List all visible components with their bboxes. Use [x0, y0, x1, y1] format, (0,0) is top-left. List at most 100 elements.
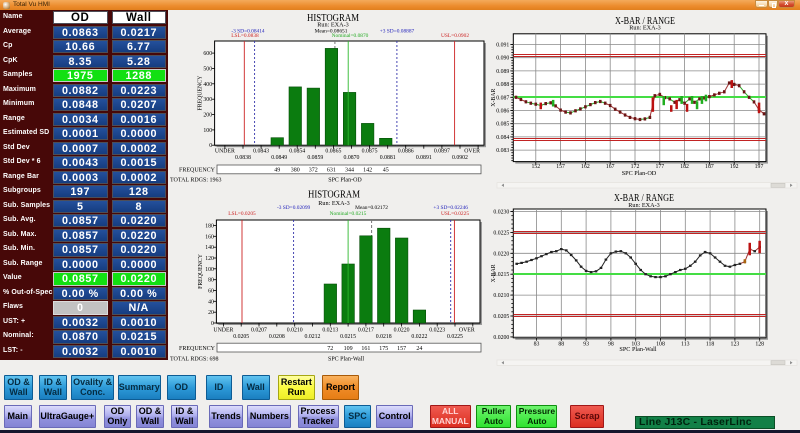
svg-text:187: 187: [705, 164, 714, 170]
svg-text:SPC Plan-OD: SPC Plan-OD: [328, 178, 362, 184]
svg-text:0.0212: 0.0212: [305, 334, 321, 340]
svg-text:40: 40: [208, 299, 214, 305]
svg-text:SPC Plan-Wall: SPC Plan-Wall: [619, 346, 656, 353]
svg-text:631: 631: [327, 168, 336, 174]
svg-text:157: 157: [556, 164, 565, 170]
svg-text:49: 49: [274, 168, 280, 174]
svg-text:0.0225: 0.0225: [493, 230, 509, 236]
svg-text:120: 120: [205, 256, 214, 262]
svg-text:60: 60: [208, 289, 214, 295]
svg-text:0.0220: 0.0220: [394, 328, 410, 334]
svg-text:USL=0.0902: USL=0.0902: [441, 33, 469, 39]
svg-text:0.0854: 0.0854: [289, 149, 305, 155]
svg-text:500: 500: [203, 67, 212, 73]
svg-text:0.091: 0.091: [496, 43, 509, 49]
svg-text:Run: EXA-3: Run: EXA-3: [628, 202, 659, 209]
svg-text:FREQUENCY: FREQUENCY: [179, 346, 216, 352]
svg-text:Run: EXA-3: Run: EXA-3: [318, 200, 349, 207]
svg-text:0.0215: 0.0215: [493, 272, 509, 278]
svg-text:TOTAL RDGS: 698: TOTAL RDGS: 698: [170, 357, 219, 363]
svg-text:0.083: 0.083: [496, 148, 509, 154]
svg-text:LSL=0.0205: LSL=0.0205: [228, 211, 256, 217]
svg-text:HISTOGRAM: HISTOGRAM: [308, 190, 361, 201]
svg-text:X-BAR / RANGE: X-BAR / RANGE: [615, 16, 675, 27]
svg-text:24: 24: [416, 346, 422, 352]
svg-text:0.087: 0.087: [496, 95, 509, 101]
svg-text:0.0213: 0.0213: [322, 328, 338, 334]
svg-text:0.0205: 0.0205: [493, 314, 509, 320]
svg-text:0.0223: 0.0223: [429, 328, 445, 334]
svg-text:0.0218: 0.0218: [376, 334, 392, 340]
svg-text:177: 177: [655, 164, 664, 170]
svg-text:+3 SD=0.02246: +3 SD=0.02246: [433, 205, 468, 211]
svg-text:152: 152: [531, 164, 540, 170]
svg-text:Nominal=0.0870: Nominal=0.0870: [332, 33, 369, 39]
svg-text:161: 161: [361, 346, 370, 352]
svg-text:0.0225: 0.0225: [447, 334, 463, 340]
svg-text:400: 400: [203, 82, 212, 88]
svg-text:380: 380: [291, 168, 300, 174]
svg-text:157: 157: [397, 346, 406, 352]
svg-text:600: 600: [203, 51, 212, 57]
svg-text:0.0859: 0.0859: [307, 155, 323, 161]
svg-text:0.0222: 0.0222: [411, 334, 427, 340]
svg-text:93: 93: [583, 342, 589, 348]
svg-text:142: 142: [363, 168, 372, 174]
svg-text:X-BAR: X-BAR: [491, 89, 497, 107]
svg-text:162: 162: [581, 164, 590, 170]
svg-text:-3 SD=0.08414: -3 SD=0.08414: [231, 28, 265, 34]
svg-text:182: 182: [680, 164, 689, 170]
svg-text:USL=0.0225: USL=0.0225: [441, 211, 469, 217]
svg-text:SPC Plan-OD: SPC Plan-OD: [622, 170, 657, 177]
svg-text:0.0843: 0.0843: [253, 149, 269, 155]
svg-text:0.0897: 0.0897: [434, 149, 450, 155]
svg-text:0.0865: 0.0865: [325, 149, 341, 155]
svg-text:X-BAR / RANGE: X-BAR / RANGE: [614, 193, 674, 204]
svg-text:0.0891: 0.0891: [416, 155, 432, 161]
svg-text:0.0838: 0.0838: [235, 155, 251, 161]
svg-text:0.0205: 0.0205: [233, 334, 249, 340]
svg-text:167: 167: [606, 164, 615, 170]
svg-text:192: 192: [730, 164, 739, 170]
svg-text:SPC Plan-Wall: SPC Plan-Wall: [328, 357, 364, 363]
svg-text:98: 98: [608, 342, 614, 348]
svg-text:175: 175: [379, 346, 388, 352]
svg-text:Nominal=0.0215: Nominal=0.0215: [330, 211, 367, 217]
svg-text:0.090: 0.090: [496, 56, 509, 62]
svg-text:0.0210: 0.0210: [287, 328, 303, 334]
svg-text:0.0207: 0.0207: [251, 328, 267, 334]
svg-text:83: 83: [534, 342, 540, 348]
svg-text:TOTAL RDGS: 1963: TOTAL RDGS: 1963: [170, 178, 222, 184]
svg-text:-3 SD=0.02099: -3 SD=0.02099: [277, 205, 311, 211]
svg-text:0: 0: [211, 321, 214, 327]
svg-text:108: 108: [656, 342, 665, 348]
svg-text:72: 72: [327, 346, 333, 352]
svg-text:100: 100: [203, 128, 212, 134]
svg-text:45: 45: [383, 168, 389, 174]
svg-text:200: 200: [203, 113, 212, 119]
svg-text:180: 180: [205, 224, 214, 230]
svg-text:0.0208: 0.0208: [269, 334, 285, 340]
svg-text:160: 160: [205, 234, 214, 240]
svg-text:0.0870: 0.0870: [344, 155, 360, 161]
svg-text:LSL=0.0838: LSL=0.0838: [231, 33, 259, 39]
svg-text:OVER: OVER: [459, 328, 475, 334]
svg-text:0.0220: 0.0220: [493, 251, 509, 257]
svg-text:HISTOGRAM: HISTOGRAM: [307, 13, 360, 24]
svg-text:Run: EXA-3: Run: EXA-3: [629, 25, 660, 32]
svg-text:103: 103: [631, 342, 640, 348]
svg-text:Run: EXA-3: Run: EXA-3: [317, 22, 348, 29]
svg-text:118: 118: [706, 342, 715, 348]
svg-text:FREQUENCY: FREQUENCY: [198, 75, 204, 111]
svg-text:0.0886: 0.0886: [398, 149, 414, 155]
svg-text:0.088: 0.088: [496, 82, 509, 88]
svg-text:80: 80: [208, 278, 214, 284]
svg-text:140: 140: [205, 245, 214, 251]
svg-text:0: 0: [209, 143, 212, 149]
svg-text:0.089: 0.089: [496, 69, 509, 75]
svg-text:X-BAR: X-BAR: [491, 264, 497, 282]
svg-text:113: 113: [681, 342, 690, 348]
svg-text:20: 20: [208, 310, 214, 316]
svg-text:372: 372: [309, 168, 318, 174]
svg-text:FREQUENCY: FREQUENCY: [198, 253, 204, 289]
